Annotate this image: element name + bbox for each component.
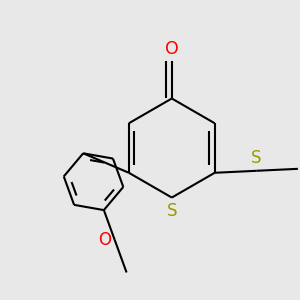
Text: S: S [251,149,262,167]
Text: O: O [98,231,111,249]
Text: O: O [165,40,179,58]
Text: S: S [167,202,177,220]
